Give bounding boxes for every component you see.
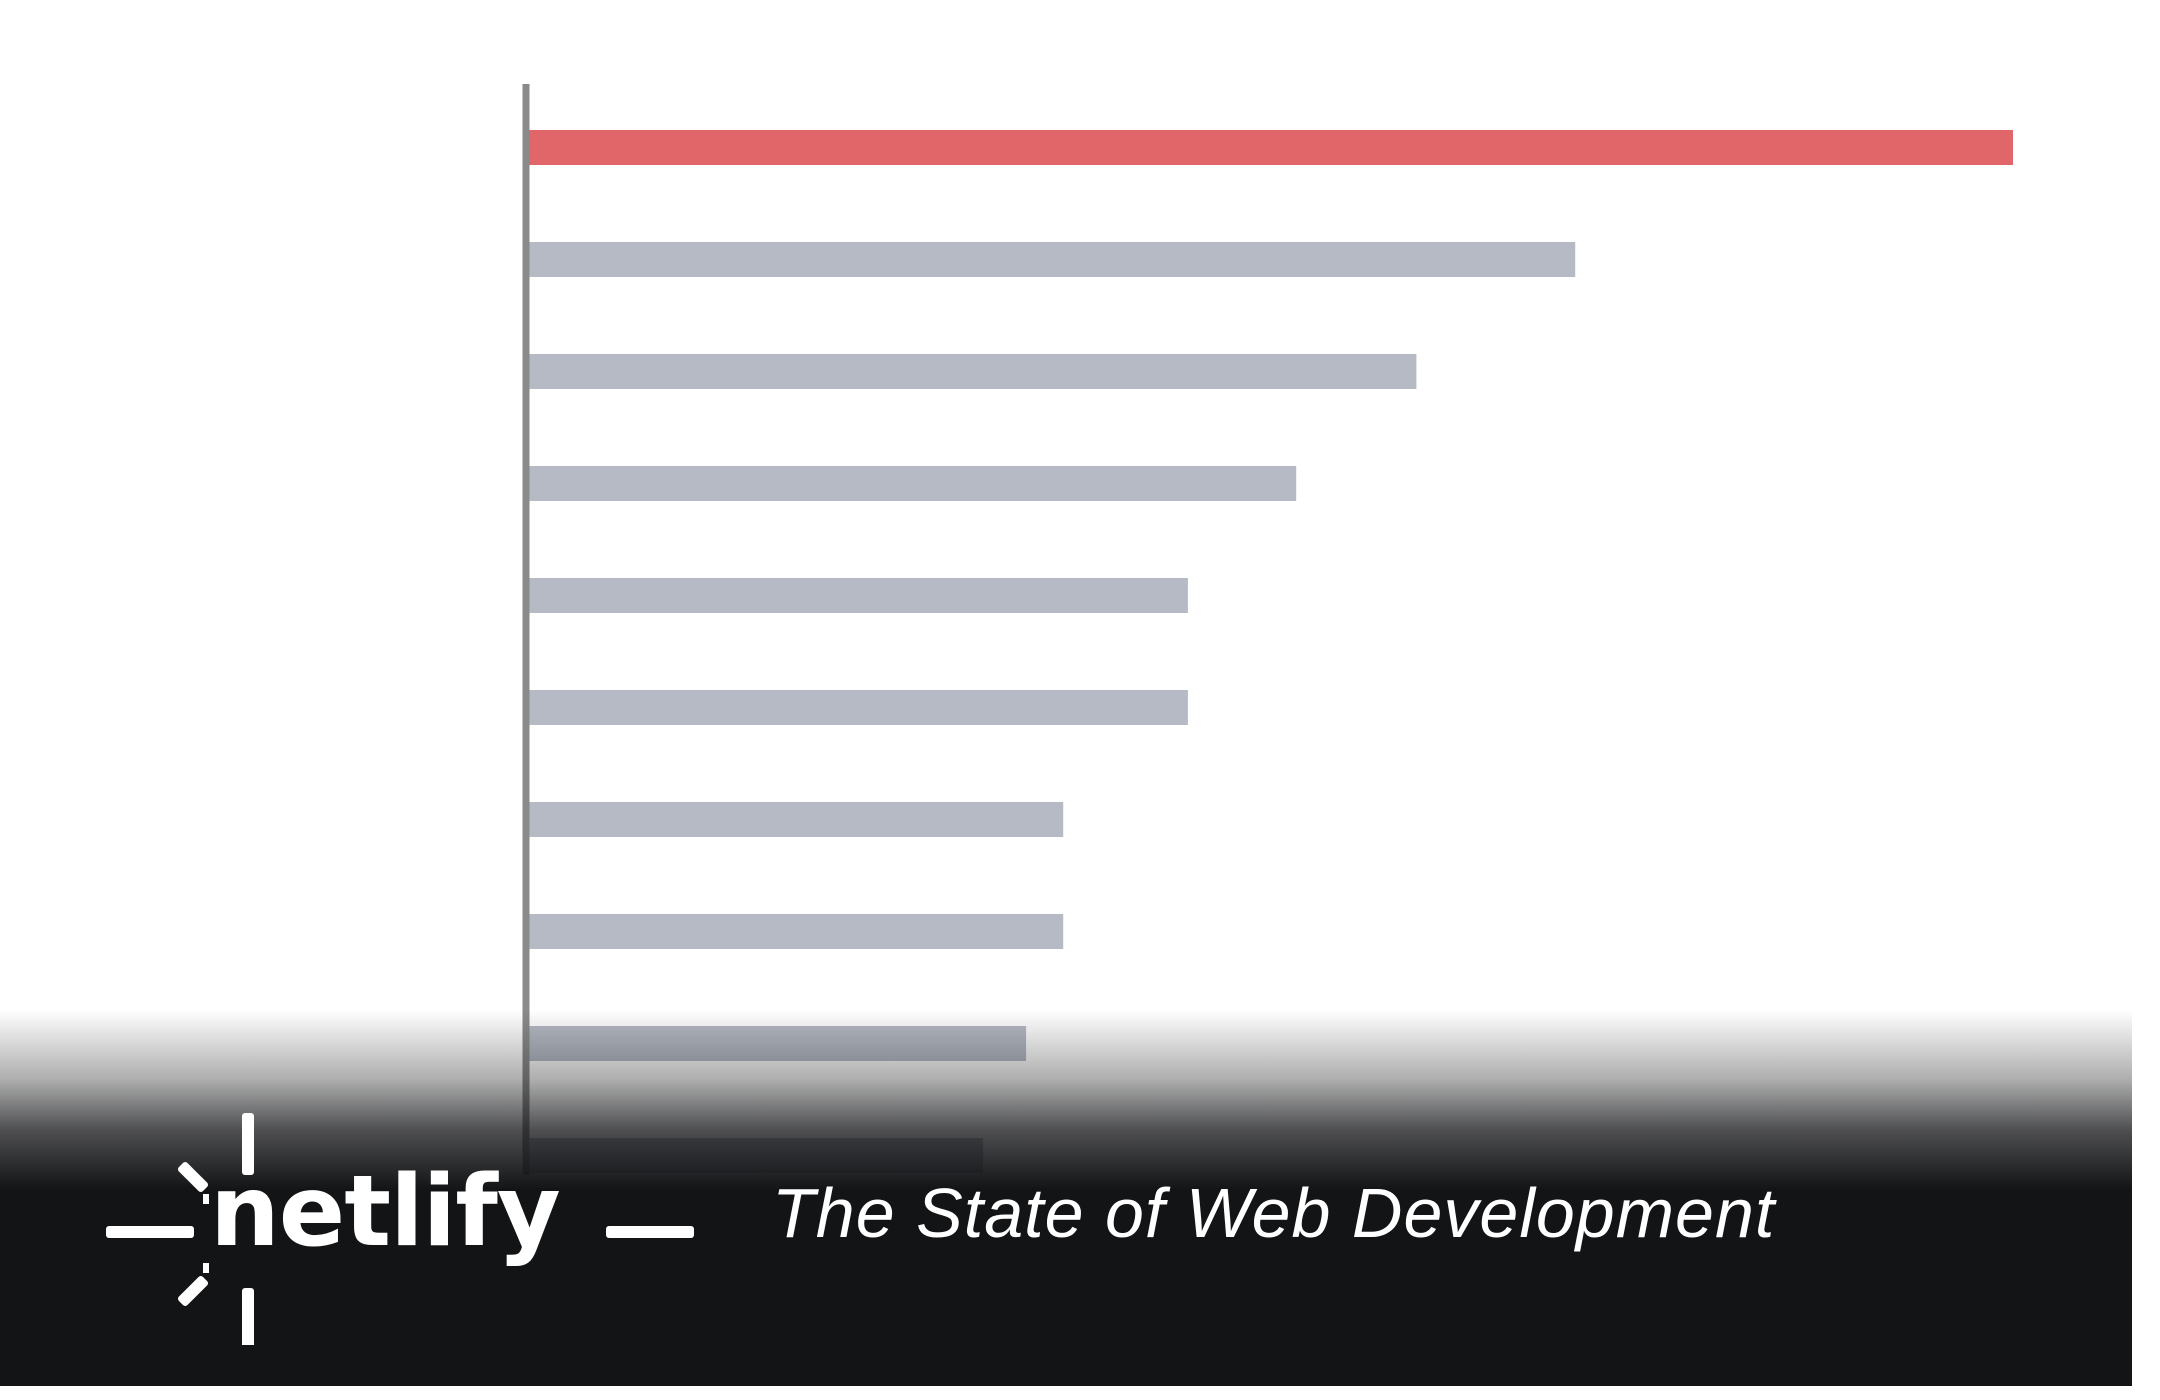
bar-3 [529,354,1417,389]
page-right-margin [2132,0,2160,1400]
logo-upper-diagonal [177,1161,209,1193]
bar-1 [529,130,2013,165]
logo-left-dash [106,1226,194,1238]
netlify-logo-mark [106,1113,694,1345]
bar-4 [529,466,1297,501]
bar-5 [529,578,1188,613]
logo-right-dash [606,1226,694,1238]
report-title: The State of Web Development [772,1174,1776,1252]
logo-top-spike [242,1113,254,1175]
bar-8 [529,914,1064,949]
bar-7 [529,802,1064,837]
logo-lower-diagonal-tick [203,1263,209,1273]
page-bottom-margin [0,1386,2160,1400]
logo-upper-diagonal-tick [203,1194,209,1204]
logo-bottom-spike [242,1288,254,1345]
netlify-wordmark: netlify [210,1155,561,1269]
dark-footer-band [0,1010,2132,1400]
bar-2 [529,242,1576,277]
bar-6 [529,690,1188,725]
logo-lower-diagonal [177,1275,209,1307]
